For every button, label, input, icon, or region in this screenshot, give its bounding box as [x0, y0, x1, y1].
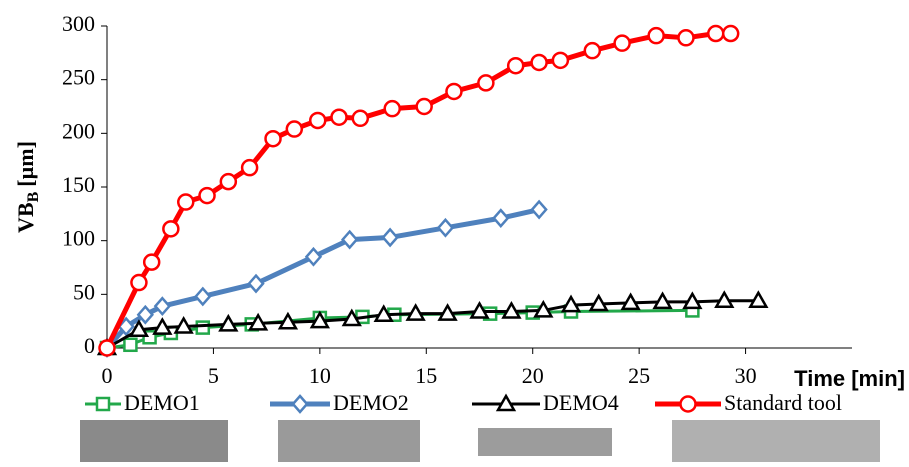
x-tick-label: 20 [522, 363, 544, 388]
marker [405, 303, 426, 321]
x-tick-label: 15 [415, 363, 437, 388]
legend-label: DEMO2 [333, 390, 409, 415]
marker [436, 217, 455, 238]
tool-photo [278, 420, 420, 462]
y-tick-label: 250 [62, 65, 95, 90]
marker [415, 97, 433, 116]
y-axis-label: VBB [µm] [13, 141, 42, 233]
x-tick-label: 30 [735, 363, 757, 388]
marker [98, 339, 116, 357]
legend-label: Standard tool [724, 390, 842, 415]
marker [173, 316, 194, 334]
marker [351, 109, 370, 128]
marker [247, 273, 265, 294]
marker [240, 158, 259, 177]
marker [492, 208, 510, 229]
legend-marker [291, 394, 309, 414]
tool-photo [80, 420, 228, 462]
marker [613, 34, 631, 52]
marker [277, 311, 299, 330]
legend-marker [95, 396, 111, 412]
marker [588, 293, 609, 312]
marker [652, 291, 673, 310]
marker [677, 29, 695, 47]
y-label-sub: B [25, 191, 42, 202]
marker [130, 273, 148, 292]
marker [714, 290, 735, 309]
marker [153, 296, 172, 317]
y-tick-label: 150 [62, 172, 95, 197]
y-tick-label: 50 [73, 279, 95, 304]
y-tick-label: 100 [62, 226, 95, 251]
marker [682, 291, 703, 310]
marker [506, 56, 525, 75]
marker [373, 304, 394, 322]
marker [583, 41, 602, 60]
legend-marker [679, 395, 697, 413]
marker [748, 290, 769, 309]
legend-label: DEMO4 [543, 390, 619, 415]
y-tick-label: 0 [84, 333, 95, 358]
marker [469, 300, 490, 319]
y-label-main: VB [13, 202, 38, 233]
marker [194, 286, 212, 307]
marker [136, 304, 154, 325]
marker [477, 74, 495, 92]
marker [551, 51, 570, 70]
marker [501, 300, 522, 319]
marker [177, 193, 195, 211]
marker [445, 82, 463, 101]
y-tick-label: 300 [62, 11, 95, 36]
marker [330, 108, 348, 126]
marker [437, 303, 458, 321]
marker [721, 24, 740, 43]
marker [304, 246, 323, 267]
marker [264, 129, 282, 148]
legend-marker [495, 393, 517, 412]
x-tick-label: 5 [208, 363, 219, 388]
tool-photo [672, 420, 880, 462]
marker [308, 111, 327, 130]
tool-photo [478, 428, 612, 456]
marker [309, 310, 331, 329]
marker [198, 186, 216, 205]
marker [162, 220, 180, 238]
marker [707, 24, 725, 43]
y-tick-label: 200 [62, 118, 95, 143]
marker [381, 227, 399, 248]
x-tick-label: 10 [309, 363, 331, 388]
marker [530, 199, 548, 220]
marker [560, 294, 582, 313]
marker [285, 120, 304, 138]
tool-photos [80, 420, 880, 462]
marker [647, 26, 665, 45]
marker [340, 229, 359, 250]
marker [142, 253, 161, 271]
marker [530, 53, 548, 72]
marker [383, 99, 401, 118]
marker [218, 313, 239, 332]
series-line [106, 299, 759, 350]
marker [128, 319, 150, 338]
marker [195, 320, 211, 335]
x-tick-label: 25 [628, 363, 650, 388]
marker [620, 292, 641, 311]
legend-label: DEMO1 [124, 390, 200, 415]
x-tick-label: 0 [102, 363, 113, 388]
marker [533, 299, 554, 318]
marker [123, 337, 138, 353]
marker [247, 312, 269, 331]
marker [152, 317, 173, 335]
y-label-unit: [µm] [13, 141, 38, 187]
marker [219, 172, 238, 191]
x-axis-label: Time [min] [794, 366, 905, 391]
marker [341, 308, 362, 327]
